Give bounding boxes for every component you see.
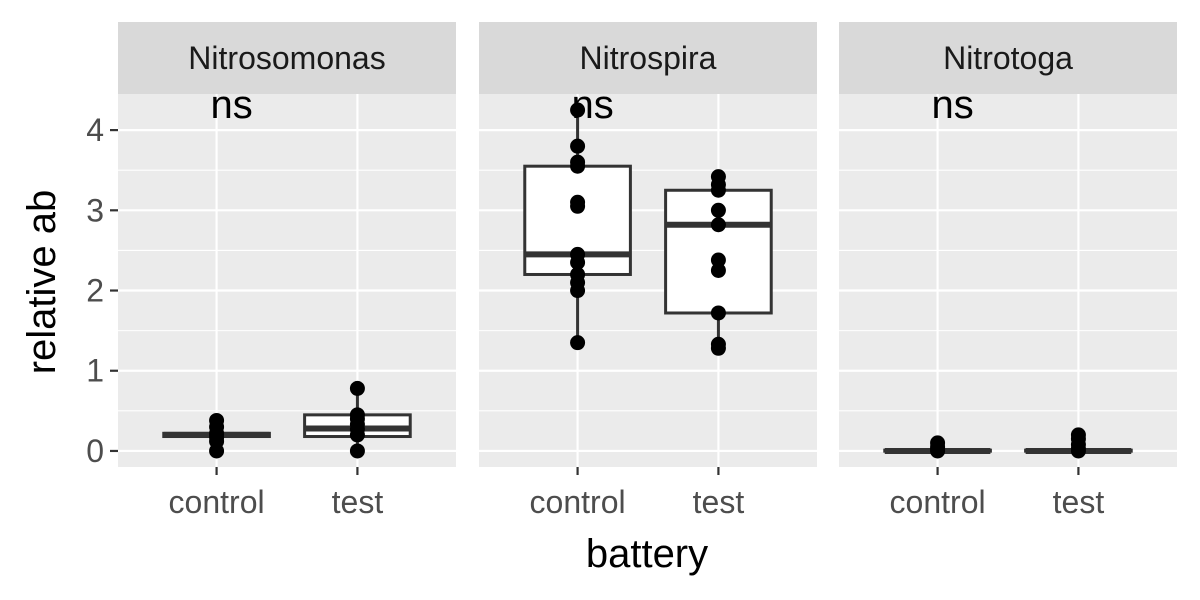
data-point [570,335,586,351]
x-axis-title: battery [586,532,708,576]
data-point [710,336,726,352]
data-point [570,138,586,154]
x-tick-label: test [1053,484,1105,520]
boxplot-control [523,102,632,351]
data-point [570,102,586,118]
data-point [349,380,365,396]
y-axis: 0 1 2 3 4 [86,112,118,469]
y-axis-title: relative ab [20,190,64,375]
significance-label: ns [931,83,973,127]
x-tick-label: test [693,484,745,520]
boxplot-test [1024,427,1133,459]
boxplot-test [664,169,773,356]
facet-strip-label: Nitrospira [580,40,717,76]
data-point [349,443,365,459]
data-point [570,194,586,210]
data-point [349,407,365,423]
panel-background [839,94,1177,467]
data-point [570,154,586,170]
data-point [930,435,946,451]
x-tick-label: control [169,484,265,520]
data-point [710,202,726,218]
data-point [570,266,586,282]
y-tick-label: 2 [86,273,104,309]
facets: Nitrosomonas control test ns Nitrospira contr… [118,22,1177,520]
x-tick-label: control [530,484,626,520]
y-tick-label: 3 [86,192,104,228]
significance-label: ns [210,83,252,127]
data-point [1070,427,1086,443]
data-point [710,252,726,268]
facet-panel-nitrospira: Nitrospira control test ns [479,22,817,520]
facet-panel-nitrotoga: Nitrotoga control test ns [839,22,1177,520]
y-tick-label: 1 [86,353,104,389]
data-point [710,169,726,185]
data-point [570,246,586,262]
y-tick-label: 4 [86,112,104,148]
panel-background [118,94,456,467]
x-tick-label: control [890,484,986,520]
boxplot-test [303,380,412,459]
facet-strip-label: Nitrotoga [943,40,1073,76]
y-tick-label: 0 [86,433,104,469]
data-point [209,412,225,428]
x-tick-label: test [332,484,384,520]
data-point [710,262,726,278]
facet-panel-nitrosomonas: Nitrosomonas control test ns [118,22,456,520]
facet-strip [839,22,1177,94]
facet-strip [479,22,817,94]
data-point [710,217,726,233]
facet-strip [118,22,456,94]
boxplot-control [883,435,992,459]
facet-strip-label: Nitrosomonas [188,40,385,76]
data-point [710,305,726,321]
significance-label: ns [571,83,613,127]
boxplot-control [162,412,271,459]
